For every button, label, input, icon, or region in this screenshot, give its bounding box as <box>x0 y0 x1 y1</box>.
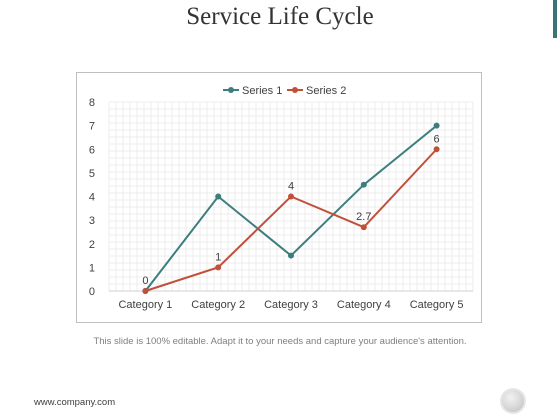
y-tick-label: 3 <box>89 215 95 227</box>
chart-frame: 0 1 2 3 4 5 6 7 8 Category 1 Category 2 Category 3 C… <box>76 72 482 323</box>
x-tick-label: Category 5 <box>410 299 464 311</box>
series-2-point <box>215 264 222 271</box>
legend-label: Series 1 <box>242 85 282 97</box>
series-1-point <box>433 122 440 129</box>
series-2-point <box>360 224 367 231</box>
accent-bar <box>553 0 557 38</box>
x-tick-label: Category 1 <box>118 299 172 311</box>
y-tick-label: 2 <box>89 239 95 251</box>
y-tick-label: 7 <box>89 121 95 133</box>
series-2-point <box>288 193 294 200</box>
legend-marker <box>228 87 234 93</box>
y-tick-label: 8 <box>89 97 95 109</box>
footer-url[interactable]: www.company.com <box>34 397 116 408</box>
y-tick-label: 0 <box>89 286 95 298</box>
series-2-point <box>433 146 440 153</box>
x-tick-label: Category 4 <box>337 299 391 311</box>
data-label: 2.7 <box>356 211 371 223</box>
series-1-point <box>360 181 367 188</box>
legend-label: Series 2 <box>306 85 346 97</box>
data-label: 1 <box>215 251 221 263</box>
data-label: 0 <box>142 275 148 287</box>
slide-caption: This slide is 100% editable. Adapt it to… <box>93 336 467 347</box>
y-tick-label: 1 <box>89 262 95 274</box>
x-tick-label: Category 2 <box>191 299 245 311</box>
legend-marker <box>292 87 298 93</box>
y-tick-label: 6 <box>89 144 95 156</box>
data-label: 4 <box>288 181 294 193</box>
series-2-point <box>142 288 149 294</box>
y-tick-label: 5 <box>89 168 95 180</box>
series-1-point <box>215 193 222 200</box>
data-label: 6 <box>434 133 440 145</box>
series-1-point <box>288 252 294 259</box>
slide-title: Service Life Cycle <box>186 3 374 30</box>
nav-circle-button[interactable] <box>500 388 526 414</box>
y-tick-label: 4 <box>89 192 95 204</box>
x-tick-label: Category 3 <box>264 299 318 311</box>
line-chart: 0 1 2 3 4 5 6 7 8 Category 1 Category 2 Category 3 C… <box>89 85 474 311</box>
